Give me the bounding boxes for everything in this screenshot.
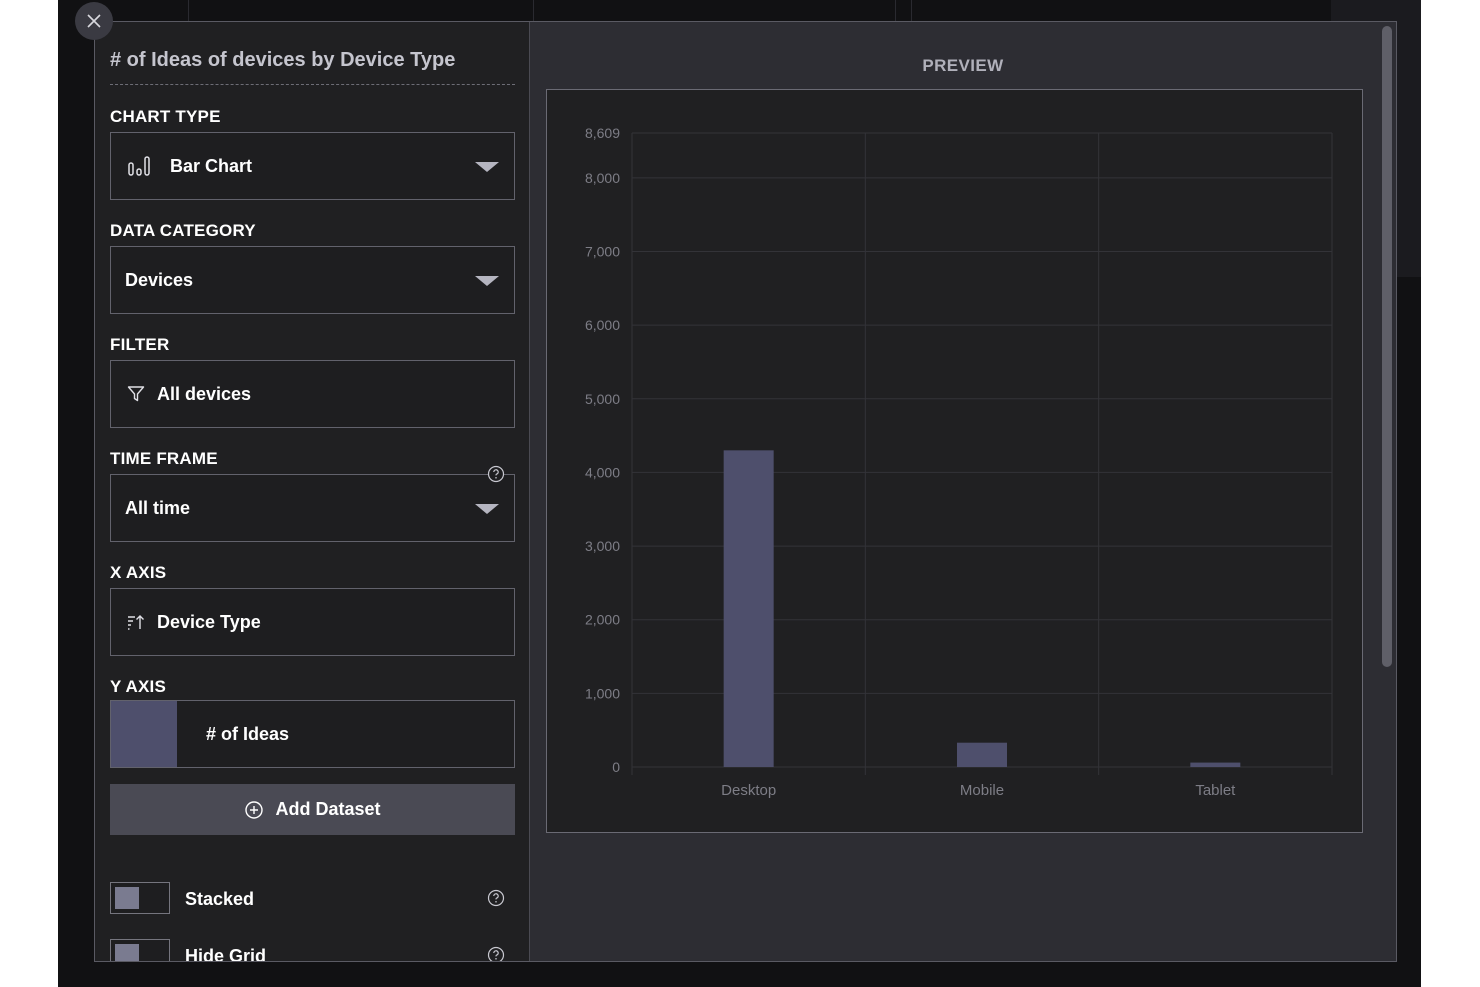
filter-field[interactable]: All devices <box>110 360 515 428</box>
help-icon[interactable] <box>487 465 505 483</box>
y-axis-label: Y AXIS <box>110 677 167 696</box>
time-frame-select[interactable]: All time <box>110 474 515 542</box>
data-category-select[interactable]: Devices <box>110 246 515 314</box>
data-category-label: DATA CATEGORY <box>110 221 256 240</box>
x-tick-label: Tablet <box>1195 782 1236 799</box>
y-tick-label: 0 <box>612 759 620 775</box>
time-frame-value: All time <box>125 497 191 518</box>
filter-icon <box>127 385 145 403</box>
series-color-swatch[interactable] <box>111 701 177 767</box>
add-dataset-button[interactable]: Add Dataset <box>110 784 515 835</box>
filter-value: All devices <box>157 383 252 404</box>
time-frame-label: TIME FRAME <box>110 449 218 468</box>
bar-desktop <box>723 450 774 767</box>
y-tick-label: 6,000 <box>585 317 620 333</box>
bar-tablet <box>1190 762 1241 767</box>
close-icon <box>87 14 101 28</box>
sort-icon <box>127 613 145 631</box>
chart-preview: 0 1,000 2,000 3,000 4,000 5,000 6,000 7,000 8,00… <box>546 89 1363 833</box>
chart-type-label: CHART TYPE <box>110 107 221 126</box>
chevron-down-icon <box>475 504 499 514</box>
y-tick-label: 8,000 <box>585 170 620 186</box>
background-divider <box>533 0 534 21</box>
stacked-toggle[interactable] <box>110 882 170 914</box>
y-tick-label: 3,000 <box>585 538 620 554</box>
y-axis-field[interactable]: # of Ideas <box>110 700 515 768</box>
stacked-label: Stacked <box>185 889 255 909</box>
preview-panel: PREVIEW 0 1,000 2,000 3,000 4,000 5,000 6,000 7… <box>530 22 1396 961</box>
background-divider <box>188 0 189 21</box>
x-tick-label: Mobile <box>960 782 1004 799</box>
settings-panel: # of Ideas of devices by Device Type CHA… <box>95 22 530 961</box>
x-axis-value: Device Type <box>157 611 261 632</box>
y-tick-label: 2,000 <box>585 612 620 628</box>
close-button[interactable] <box>75 2 113 40</box>
chevron-down-icon <box>475 276 499 286</box>
background-divider <box>895 0 896 21</box>
help-icon[interactable] <box>487 889 505 907</box>
hide-grid-toggle[interactable] <box>110 939 170 961</box>
plus-circle-icon <box>245 800 264 819</box>
y-axis-value: # of Ideas <box>206 723 290 744</box>
chart-editor-dialog: # of Ideas of devices by Device Type CHA… <box>94 21 1397 962</box>
x-tick-label: Desktop <box>721 782 776 799</box>
x-axis-field[interactable]: Device Type <box>110 588 515 656</box>
bar-chart-icon <box>127 155 151 177</box>
hide-grid-label: Hide Grid <box>185 946 267 961</box>
preview-title: PREVIEW <box>922 56 1004 75</box>
toggle-knob <box>115 944 139 961</box>
bar-mobile <box>957 742 1007 767</box>
chevron-down-icon <box>475 162 499 172</box>
y-tick-label: 1,000 <box>585 685 620 701</box>
help-icon[interactable] <box>487 946 505 961</box>
scrollbar-thumb[interactable] <box>1382 26 1392 667</box>
data-category-value: Devices <box>125 269 194 290</box>
background-divider <box>911 0 912 21</box>
y-tick-label: 8,609 <box>585 125 620 141</box>
y-tick-label: 4,000 <box>585 464 620 480</box>
toggle-knob <box>115 887 139 909</box>
bar-chart: 0 1,000 2,000 3,000 4,000 5,000 6,000 7,000 8,00… <box>585 125 1333 799</box>
chart-type-select[interactable]: Bar Chart <box>110 132 515 200</box>
y-tick-label: 5,000 <box>585 391 620 407</box>
chart-type-value: Bar Chart <box>170 155 253 176</box>
filter-label: FILTER <box>110 335 170 354</box>
add-dataset-label: Add Dataset <box>275 799 381 819</box>
dialog-title[interactable]: # of Ideas of devices by Device Type <box>110 49 515 85</box>
x-axis-label: X AXIS <box>110 563 167 582</box>
y-tick-label: 7,000 <box>585 243 620 259</box>
